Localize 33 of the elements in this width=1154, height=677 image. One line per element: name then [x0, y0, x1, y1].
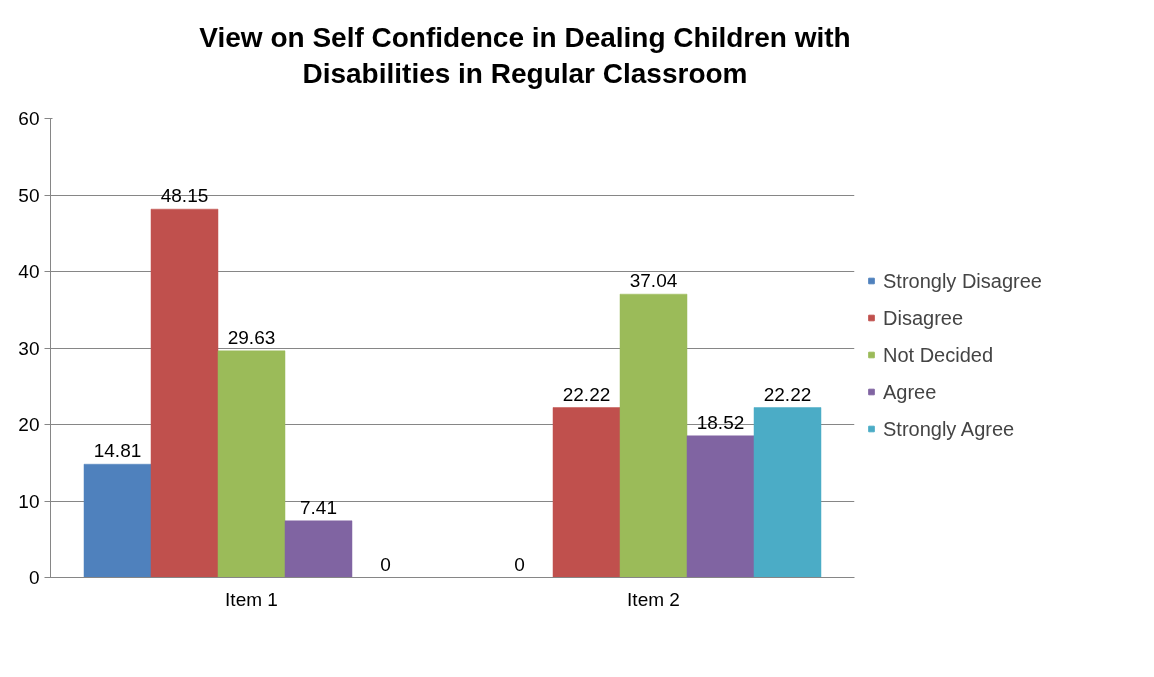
y-tick-label: 0	[28, 566, 40, 588]
data-label: 29.63	[227, 326, 276, 348]
legend-label: Strongly Disagree	[883, 269, 1042, 293]
bar	[83, 463, 152, 578]
y-tick-label: 40	[18, 260, 40, 282]
x-tick-label: Item 1	[225, 588, 278, 610]
data-label: 37.04	[629, 269, 678, 291]
bar	[217, 350, 286, 578]
legend-label: Strongly Agree	[883, 417, 1015, 441]
bar	[619, 293, 688, 578]
data-label: 22.22	[562, 383, 611, 405]
y-tick-label: 30	[18, 337, 40, 359]
y-tick-label: 20	[18, 413, 40, 435]
bar	[150, 208, 219, 578]
data-label: 0	[380, 553, 391, 575]
bar	[552, 407, 621, 578]
data-label: 0	[514, 553, 525, 575]
data-label: 14.81	[93, 439, 142, 461]
data-label: 22.22	[763, 383, 812, 405]
bar	[753, 407, 822, 578]
bar	[686, 435, 755, 578]
legend-label: Disagree	[883, 306, 964, 330]
legend-label: Agree	[883, 380, 937, 404]
y-tick-label: 50	[18, 184, 40, 206]
y-tick-label: 10	[18, 490, 40, 512]
x-tick-label: Item 2	[627, 588, 680, 610]
data-label: 48.15	[160, 184, 209, 206]
data-label: 7.41	[300, 496, 337, 518]
y-tick-label: 60	[18, 107, 40, 129]
data-label: 18.52	[696, 411, 745, 433]
legend-label: Not Decided	[883, 343, 994, 367]
bar	[284, 520, 353, 578]
chart-title: View on Self Confidence in Dealing Children with Disabilities in Regular Classroom	[199, 21, 851, 92]
